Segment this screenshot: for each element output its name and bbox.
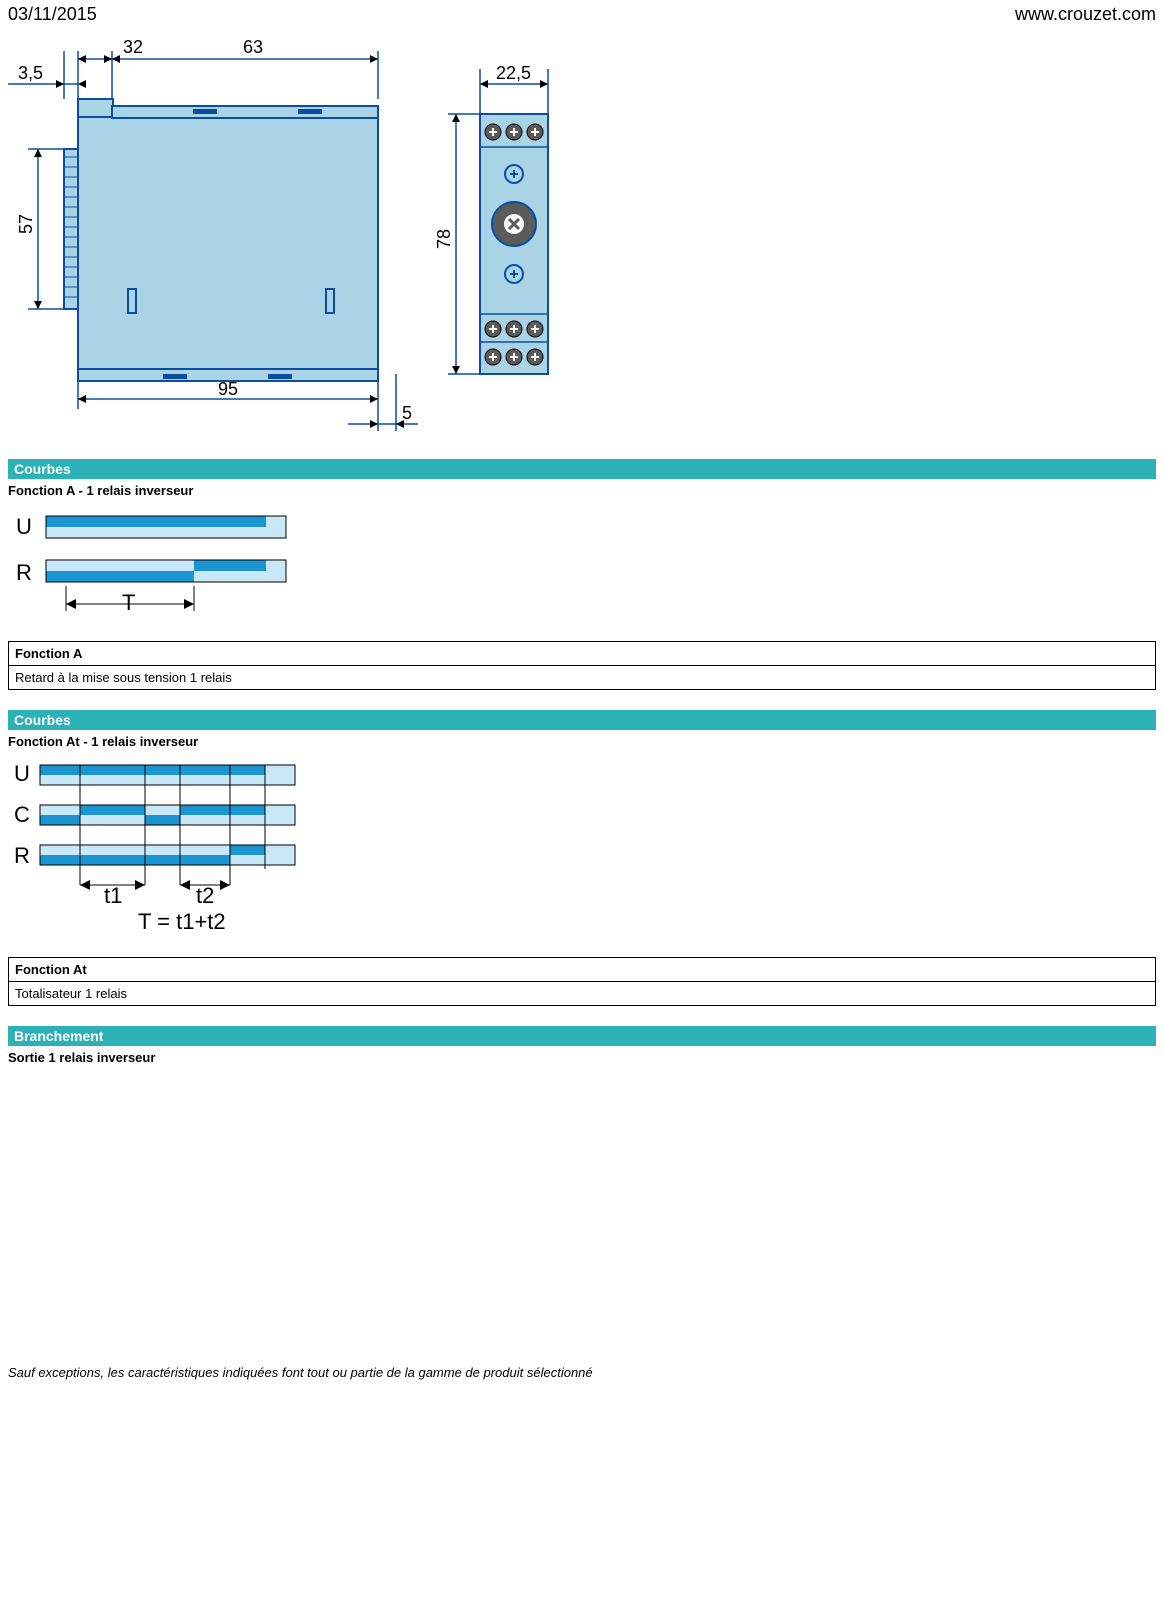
subtitle-fonction-at: Fonction At - 1 relais inverseur	[8, 734, 1156, 749]
fonction-at-table: Fonction At Totalisateur 1 relais	[8, 957, 1156, 1006]
fonction-a-title: Fonction A	[9, 642, 1156, 666]
fonction-a-table: Fonction A Retard à la mise sous tension…	[8, 641, 1156, 690]
t-sum-label: T = t1+t2	[138, 909, 226, 934]
row-u-label: U	[16, 514, 32, 539]
time-label-t: T	[122, 590, 135, 615]
subtitle-fonction-a: Fonction A - 1 relais inverseur	[8, 483, 1156, 498]
dim-32: 32	[123, 37, 143, 57]
subtitle-sortie: Sortie 1 relais inverseur	[8, 1050, 1156, 1065]
section-bar-courbes-1: Courbes	[8, 459, 1156, 479]
header-site: www.crouzet.com	[1015, 4, 1156, 25]
section-bar-courbes-2: Courbes	[8, 710, 1156, 730]
t2-label: t2	[196, 883, 214, 908]
dim-95: 95	[218, 379, 238, 399]
dim-63: 63	[243, 37, 263, 57]
page-footer: Sauf exceptions, les caractéristiques in…	[8, 1365, 1156, 1380]
timing-diagram-a: U R T	[8, 506, 1156, 621]
technical-drawing: 3,5 32 63 57 95 5 22,5	[8, 29, 1156, 439]
dim-22-5: 22,5	[496, 63, 531, 83]
timing-diagram-at: U C R t1 t2 T = t1+t2	[8, 757, 1156, 937]
header-date: 03/11/2015	[8, 4, 97, 25]
fonction-at-title: Fonction At	[9, 958, 1156, 982]
dim-78: 78	[434, 229, 454, 249]
section-bar-branchement: Branchement	[8, 1026, 1156, 1046]
dim-5: 5	[402, 403, 412, 423]
row-r-label: R	[16, 560, 32, 585]
fonction-a-desc: Retard à la mise sous tension 1 relais	[9, 666, 1156, 690]
fonction-at-desc: Totalisateur 1 relais	[9, 982, 1156, 1006]
row-c-label: C	[14, 802, 30, 827]
dim-3-5: 3,5	[18, 63, 43, 83]
page-header: 03/11/2015 www.crouzet.com	[8, 4, 1156, 25]
t1-label: t1	[104, 883, 122, 908]
row-u-label-2: U	[14, 761, 30, 786]
dim-57: 57	[16, 214, 36, 234]
row-r-label-2: R	[14, 843, 30, 868]
